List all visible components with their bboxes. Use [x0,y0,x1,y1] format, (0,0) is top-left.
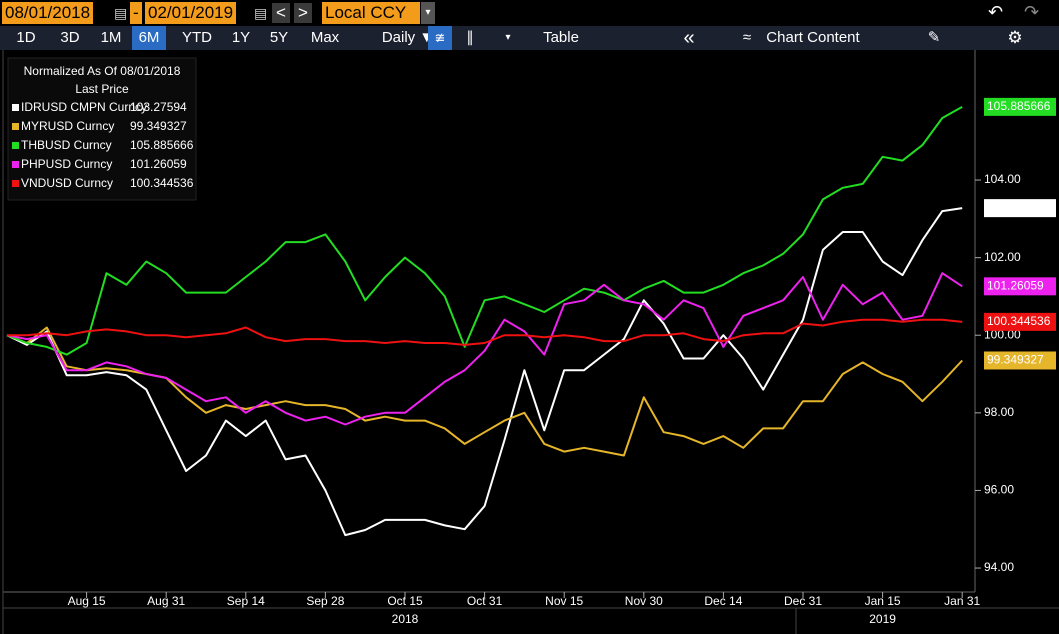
x-tick-label: Oct 31 [467,594,503,608]
x-tick-label: Sep 28 [306,594,344,608]
legend-value: 105.885666 [130,138,194,152]
value-tag-label: 99.349327 [987,353,1044,367]
legend-swatch [12,180,19,187]
y-tick-label: 100.00 [984,327,1021,341]
x-tick-label: Aug 15 [68,594,106,608]
y-tick-label: 98.00 [984,405,1014,419]
y-tick-label: 104.00 [984,172,1021,186]
value-tag-label: 100.344536 [987,314,1051,328]
frequency-select[interactable]: Daily ▼ [381,29,435,46]
y-tick-label: 96.00 [984,483,1014,497]
range-button[interactable]: 1M [100,29,122,46]
legend-swatch [12,123,19,130]
x-tick-label: Dec 14 [704,594,742,608]
x-tick-label: Nov 30 [625,594,663,608]
legend-swatch [12,104,19,111]
value-tag [984,312,1056,331]
legend-title: Normalized As Of 08/01/2018 [24,64,181,78]
settings-icon[interactable]: ⚙ [1007,28,1023,47]
date-separator: - [130,2,142,24]
legend-name: THBUSD Curncy [21,138,112,152]
legend-swatch [12,142,19,149]
value-tag-label: 105.885666 [987,99,1051,113]
currency-select[interactable]: Local CCY [322,2,420,24]
range-button[interactable]: 3D [60,29,80,46]
value-tag [984,277,1056,296]
range-button[interactable]: 6M [132,26,166,50]
range-button[interactable]: YTD [182,29,212,46]
legend-box [7,57,197,201]
bar-chart-icon[interactable]: ∥ [466,29,474,46]
end-date[interactable]: 02/01/2019 [145,2,237,24]
prev-button[interactable]: < [272,3,290,23]
chart-dropdown[interactable]: ▾ [505,32,511,43]
toolbar: Daily ▼ ≇ ∥ ▾ Table « ≈ Chart Content ✎ … [0,26,1059,50]
chart-content-button[interactable]: Chart Content [766,29,860,46]
series-line [6,207,963,537]
year-label: 2019 [869,612,896,626]
range-button[interactable]: Max [310,29,340,46]
collapse-button[interactable]: « [683,27,695,49]
value-tag [984,97,1056,116]
value-tag-label: 101.26059 [987,279,1044,293]
legend-value: 99.349327 [130,119,187,133]
legend-value: 101.26059 [130,157,187,171]
x-tick-label: Oct 15 [387,594,423,608]
undo-icon[interactable]: ↶ [988,2,1004,22]
x-tick-label: Nov 15 [545,594,583,608]
value-tag [984,199,1056,218]
legend-name: MYRUSD Curncy [21,119,114,133]
x-tick-label: Jan 15 [865,594,901,608]
legend-name: PHPUSD Curncy [21,157,112,171]
y-tick-label: 94.00 [984,560,1014,574]
legend-value: 103.27594 [130,100,187,114]
calendar-icon[interactable]: ▤ [254,5,268,21]
chart-content-icon: ≈ [742,29,752,46]
series-line [7,318,963,346]
x-tick-label: Aug 31 [147,594,185,608]
year-label: 2018 [392,612,419,626]
x-tick-label: Jan 31 [944,594,980,608]
range-button[interactable]: 1Y [231,29,251,46]
dropdown-arrow[interactable]: ▾ [421,2,435,24]
x-tick-label: Dec 31 [784,594,822,608]
series-line [6,106,963,356]
legend-swatch [12,161,19,168]
value-tag [984,351,1056,370]
next-button[interactable]: > [294,3,312,23]
range-button[interactable]: 1D [16,29,36,46]
line-chart-icon[interactable]: ≇ [428,26,452,50]
start-date[interactable]: 08/01/2018 [2,2,94,24]
x-tick-label: Sep 14 [227,594,265,608]
value-tag-label: 103.27594 [987,200,1044,214]
redo-icon[interactable]: ↷ [1024,2,1040,22]
legend-subtitle: Last Price [75,82,129,96]
series-line [6,272,963,426]
legend-value: 100.344536 [130,176,194,190]
range-button[interactable]: 5Y [269,29,289,46]
chart: Normalized As Of 08/01/2018 Last Price 9… [0,50,1059,634]
calendar-icon[interactable]: ▤ [114,5,128,21]
table-button[interactable]: Table [543,29,579,46]
legend-name: IDRUSD CMPN Curncy [21,100,147,114]
y-tick-label: 102.00 [984,250,1021,264]
date-bar: 08/01/2018 ▤ - 02/01/2019 ▤ < > Local CC… [0,0,1059,26]
legend-name: VNDUSD Curncy [21,176,113,190]
edit-icon[interactable]: ✎ [927,29,941,46]
